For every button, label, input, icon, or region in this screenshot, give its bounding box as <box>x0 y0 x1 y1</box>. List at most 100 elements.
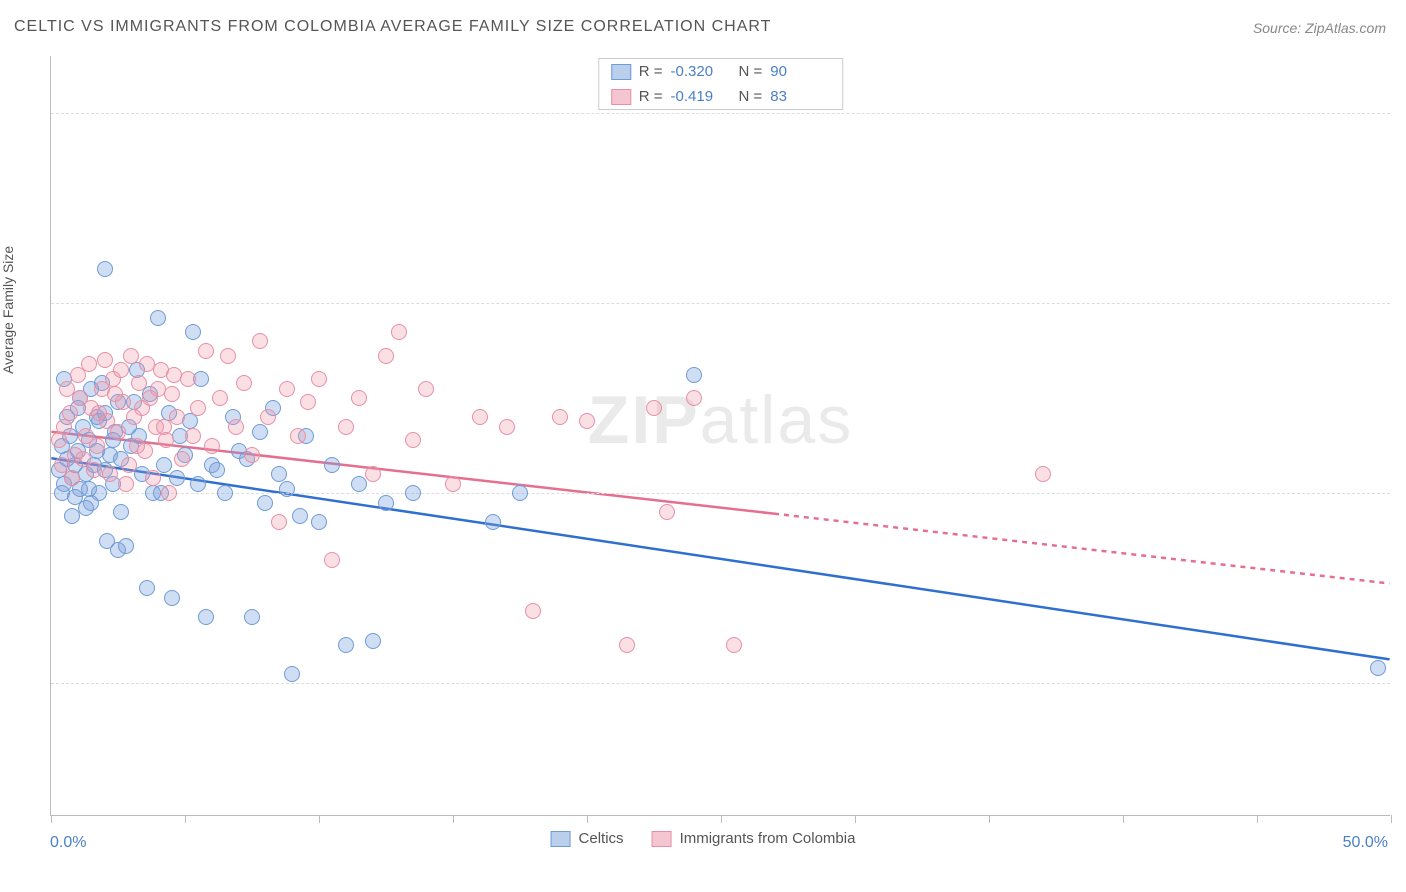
point-celtics <box>338 637 354 653</box>
point-celtics <box>324 457 340 473</box>
point-celtics <box>190 476 206 492</box>
x-min-label: 0.0% <box>50 834 86 852</box>
point-colombia <box>311 371 327 387</box>
x-tick <box>1257 815 1258 823</box>
swatch-celtics-icon <box>551 831 571 847</box>
gridline <box>51 303 1390 304</box>
point-celtics <box>311 514 327 530</box>
x-tick <box>453 815 454 823</box>
chart-title: CELTIC VS IMMIGRANTS FROM COLOMBIA AVERA… <box>14 18 771 36</box>
point-colombia <box>59 381 75 397</box>
gridline <box>51 493 1390 494</box>
point-celtics <box>257 495 273 511</box>
point-colombia <box>145 470 161 486</box>
point-celtics <box>279 481 295 497</box>
point-celtics <box>686 367 702 383</box>
point-colombia <box>150 381 166 397</box>
point-colombia <box>134 400 150 416</box>
point-colombia <box>89 438 105 454</box>
point-colombia <box>686 390 702 406</box>
point-celtics <box>164 590 180 606</box>
point-colombia <box>174 451 190 467</box>
point-colombia <box>351 390 367 406</box>
legend-label-colombia: Immigrants from Colombia <box>680 830 856 847</box>
x-tick <box>1391 815 1392 823</box>
x-tick <box>1123 815 1124 823</box>
point-colombia <box>123 348 139 364</box>
point-colombia <box>198 343 214 359</box>
point-colombia <box>619 637 635 653</box>
x-tick <box>855 815 856 823</box>
point-colombia <box>91 405 107 421</box>
y-axis-label: Average Family Size <box>0 246 16 374</box>
legend-item-colombia: Immigrants from Colombia <box>652 830 856 847</box>
point-colombia <box>228 419 244 435</box>
stats-legend: R = -0.320 N = 90 R = -0.419 N = 83 <box>598 58 844 110</box>
point-colombia <box>646 400 662 416</box>
point-celtics <box>217 485 233 501</box>
point-colombia <box>185 428 201 444</box>
point-colombia <box>338 419 354 435</box>
plot-area: ZIPatlas R = -0.320 N = 90 R = -0.419 N … <box>50 56 1390 816</box>
point-colombia <box>107 386 123 402</box>
point-celtics <box>198 609 214 625</box>
point-colombia <box>81 356 97 372</box>
point-celtics <box>169 470 185 486</box>
point-colombia <box>378 348 394 364</box>
point-colombia <box>365 466 381 482</box>
source-attribution: Source: ZipAtlas.com <box>1253 20 1386 36</box>
x-tick <box>185 815 186 823</box>
r-label-b: R = <box>639 88 663 105</box>
point-celtics <box>378 495 394 511</box>
swatch-colombia <box>611 89 631 105</box>
point-colombia <box>204 438 220 454</box>
point-celtics <box>292 508 308 524</box>
point-colombia <box>190 400 206 416</box>
legend-label-celtics: Celtics <box>579 830 624 847</box>
point-colombia <box>324 552 340 568</box>
point-celtics <box>244 609 260 625</box>
point-celtics <box>113 504 129 520</box>
point-celtics <box>252 424 268 440</box>
point-colombia <box>102 466 118 482</box>
point-colombia <box>271 514 287 530</box>
point-colombia <box>236 375 252 391</box>
point-colombia <box>156 419 172 435</box>
point-celtics <box>209 462 225 478</box>
x-tick <box>721 815 722 823</box>
point-colombia <box>161 485 177 501</box>
r-value-a: -0.320 <box>671 63 731 80</box>
point-celtics <box>1370 660 1386 676</box>
point-colombia <box>260 409 276 425</box>
point-colombia <box>552 409 568 425</box>
watermark-light: atlas <box>700 382 854 458</box>
point-colombia <box>726 637 742 653</box>
point-colombia <box>499 419 515 435</box>
watermark: ZIPatlas <box>588 381 853 459</box>
point-colombia <box>129 438 145 454</box>
point-colombia <box>659 504 675 520</box>
point-colombia <box>445 476 461 492</box>
n-value-a: 90 <box>770 63 830 80</box>
x-tick <box>319 815 320 823</box>
point-colombia <box>121 457 137 473</box>
gridline <box>51 683 1390 684</box>
r-label-a: R = <box>639 63 663 80</box>
point-celtics <box>185 324 201 340</box>
point-colombia <box>1035 466 1051 482</box>
point-celtics <box>485 514 501 530</box>
point-colombia <box>139 356 155 372</box>
swatch-colombia-icon <box>652 831 672 847</box>
point-colombia <box>391 324 407 340</box>
x-max-label: 50.0% <box>1343 834 1388 852</box>
x-tick <box>587 815 588 823</box>
point-celtics <box>118 538 134 554</box>
point-celtics <box>512 485 528 501</box>
r-value-b: -0.419 <box>671 88 731 105</box>
point-colombia <box>220 348 236 364</box>
point-colombia <box>279 381 295 397</box>
point-celtics <box>81 481 97 497</box>
point-colombia <box>62 405 78 421</box>
point-colombia <box>300 394 316 410</box>
n-value-b: 83 <box>770 88 830 105</box>
